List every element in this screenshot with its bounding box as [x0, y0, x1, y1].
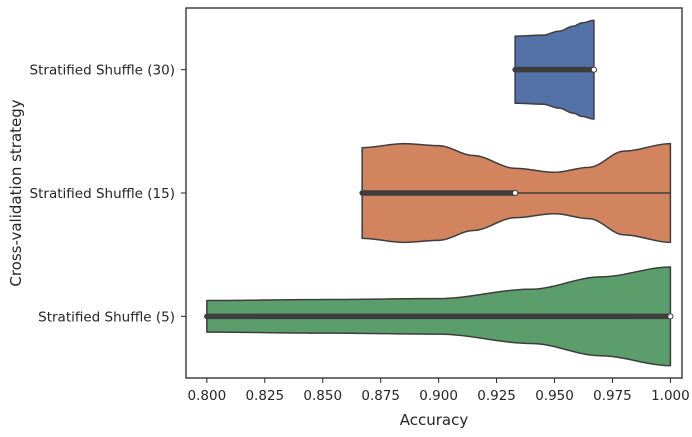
violin-median-point: [667, 313, 674, 320]
y-axis-categories: Stratified Shuffle (30) Stratified Shuffl…: [30, 63, 186, 325]
y-category-label: Stratified Shuffle (15): [30, 186, 175, 202]
x-tick-label: 0.900: [419, 388, 458, 404]
x-tick-label: 0.800: [188, 388, 227, 404]
x-tick-label: 0.850: [303, 388, 342, 404]
x-axis-ticks: 0.800 0.825 0.850 0.875 0.900 0.925 0.950 0.975…: [188, 378, 690, 404]
x-tick-label: 1.000: [651, 388, 690, 404]
x-tick-label: 0.975: [593, 388, 632, 404]
x-tick-label: 0.925: [477, 388, 516, 404]
violins-layer: [204, 19, 674, 367]
violin-median-point: [512, 189, 519, 197]
x-axis-label: Accuracy: [400, 411, 469, 429]
violin-median-point: [590, 66, 598, 73]
y-category-label: Stratified Shuffle (5): [38, 309, 175, 325]
x-tick-label: 0.825: [245, 388, 284, 404]
x-tick-label: 0.875: [361, 388, 400, 404]
x-tick-label: 0.950: [535, 388, 574, 404]
y-axis-label: Cross-validation strategy: [7, 99, 25, 286]
y-category-label: Stratified Shuffle (30): [30, 63, 175, 79]
